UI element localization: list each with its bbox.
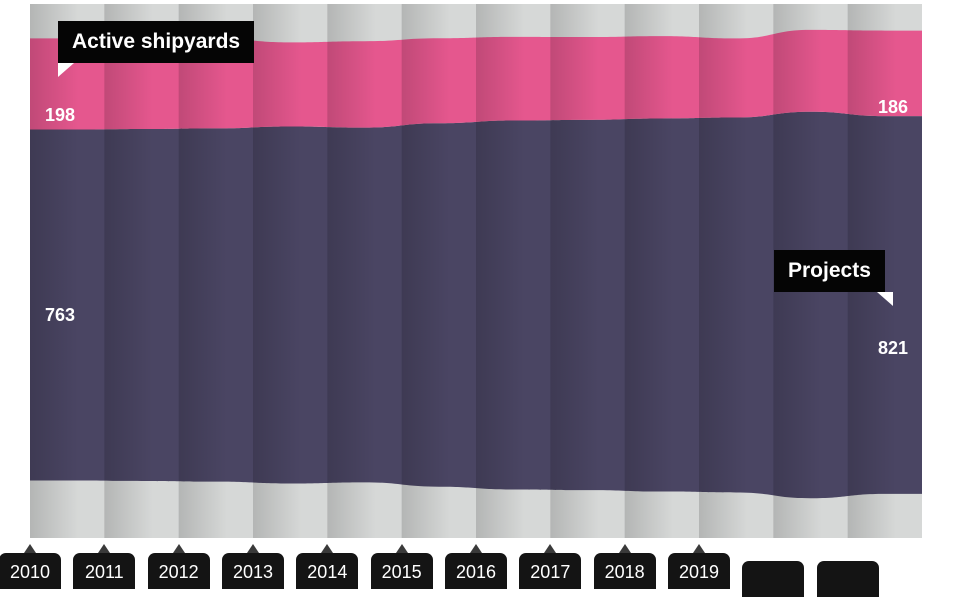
value-label-projects-2021: 821 (878, 338, 909, 358)
year-column-2018 (624, 4, 699, 538)
year-label-2012: 2012 (147, 553, 210, 589)
year-label-2019: 2019 (668, 553, 730, 589)
value-label-shipyards-2021: 186 (878, 97, 909, 117)
year-label-blank (816, 561, 879, 597)
year-label-2013: 2013 (222, 553, 284, 589)
year-pointer-2015 (395, 544, 408, 553)
year-pointer-2019 (693, 544, 705, 553)
year-pointer-2011 (98, 544, 111, 553)
value-label-shipyards-2010: 198 (45, 105, 76, 125)
year-label-2016: 2016 (445, 553, 507, 589)
year-column-2015 (401, 4, 476, 538)
year-column-2013 (253, 4, 328, 538)
year-pointer-2016 (470, 544, 482, 553)
year-pointer-2012 (172, 544, 185, 553)
year-column-2014 (327, 4, 402, 538)
year-label-2015: 2015 (370, 553, 433, 589)
chart (30, 4, 922, 538)
year-pointer-2013 (247, 544, 259, 553)
year-column-2012 (178, 4, 253, 538)
year-column-2017 (550, 4, 625, 538)
legend-projects: Projects (774, 250, 885, 292)
year-label-2010: 2010 (0, 553, 61, 589)
year-column-2016 (476, 4, 551, 538)
year-pointer-2014 (321, 544, 334, 553)
year-pointer-2010 (24, 544, 36, 553)
year-column-2010 (30, 4, 105, 538)
value-label-projects-2010: 763 (45, 305, 76, 325)
legend-projects-pointer (877, 292, 893, 306)
legend-shipyards-pointer (58, 63, 74, 77)
legend-active-shipyards: Active shipyards (58, 21, 255, 63)
year-column-2019 (699, 4, 774, 538)
year-label-2011: 2011 (73, 553, 136, 589)
year-column-2011 (104, 4, 179, 538)
year-pointer-2018 (618, 544, 631, 553)
year-label-2014: 2014 (296, 553, 359, 589)
year-label-blank (742, 561, 805, 597)
year-label-2018: 2018 (593, 553, 656, 589)
year-label-2017: 2017 (519, 553, 582, 589)
year-pointer-2017 (544, 544, 557, 553)
